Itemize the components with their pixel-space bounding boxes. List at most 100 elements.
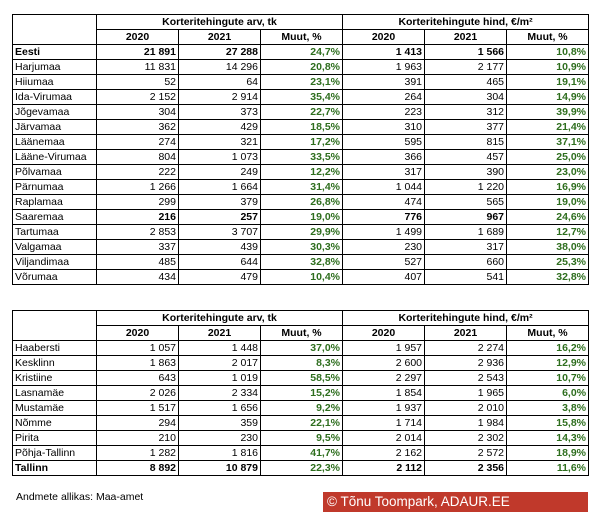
change-cell: 37,1% — [506, 134, 590, 150]
row-label: Raplamaa — [12, 194, 97, 210]
table-row: Kesklinn 1 863 2 017 8,3% 2 600 2 936 12,9% — [12, 355, 590, 371]
value-cell: 439 — [178, 239, 261, 255]
value-cell: 274 — [96, 134, 179, 150]
column-header: Muut, % — [259, 29, 344, 45]
value-cell: 1 963 — [342, 59, 426, 75]
change-cell: 32,8% — [506, 269, 590, 285]
value-cell: 310 — [342, 119, 426, 135]
value-cell: 317 — [424, 239, 508, 255]
value-cell: 27 288 — [178, 44, 261, 60]
value-cell: 804 — [96, 149, 179, 165]
column-header: 2020 — [96, 325, 179, 341]
change-cell: 15,2% — [259, 385, 344, 401]
change-cell: 11,6% — [506, 460, 590, 476]
change-cell: 29,9% — [259, 224, 344, 240]
row-label: Läänemaa — [12, 134, 97, 150]
change-cell: 38,0% — [506, 239, 590, 255]
table-row: Järvamaa 362 429 18,5% 310 377 21,4% — [12, 119, 590, 135]
row-label: Järvamaa — [12, 119, 97, 135]
value-cell: 2 543 — [424, 370, 508, 386]
value-cell: 2 356 — [424, 460, 508, 476]
value-cell: 1 044 — [342, 179, 426, 195]
value-cell: 1 714 — [342, 415, 426, 431]
row-label: Mustamäe — [12, 400, 97, 416]
value-cell: 304 — [96, 104, 179, 120]
value-cell: 373 — [178, 104, 261, 120]
column-header: 2021 — [424, 29, 508, 45]
value-cell: 312 — [424, 104, 508, 120]
value-cell: 474 — [342, 194, 426, 210]
column-header-row: 2020 2021 Muut, % 2020 2021 Muut, % — [13, 29, 590, 45]
table-row: Põhja-Tallinn 1 282 1 816 41,7% 2 162 2 572 18… — [12, 445, 590, 461]
row-label: Põhja-Tallinn — [12, 445, 97, 461]
table-row: Saaremaa 216 257 19,0% 776 967 24,6% — [12, 209, 590, 225]
value-cell: 2 274 — [424, 340, 508, 356]
value-cell: 257 — [178, 209, 261, 225]
change-cell: 6,0% — [506, 385, 590, 401]
value-cell: 1 566 — [424, 44, 508, 60]
table-row: Kristiine 643 1 019 58,5% 2 297 2 543 10,7% — [12, 370, 590, 386]
value-cell: 1 689 — [424, 224, 508, 240]
table-row: Tartumaa 2 853 3 707 29,9% 1 499 1 689 12,7% — [12, 224, 590, 240]
value-cell: 2 010 — [424, 400, 508, 416]
value-cell: 1 863 — [96, 355, 179, 371]
value-cell: 2 334 — [178, 385, 261, 401]
change-cell: 19,0% — [259, 209, 344, 225]
column-header: 2020 — [342, 325, 426, 341]
table-row: Pirita 210 230 9,5% 2 014 2 302 14,3% — [12, 430, 590, 446]
value-cell: 429 — [178, 119, 261, 135]
value-cell: 321 — [178, 134, 261, 150]
value-cell: 1 019 — [178, 370, 261, 386]
value-cell: 1 937 — [342, 400, 426, 416]
value-cell: 391 — [342, 74, 426, 90]
corner-cell — [12, 14, 97, 45]
change-cell: 17,2% — [259, 134, 344, 150]
value-cell: 1 057 — [96, 340, 179, 356]
value-cell: 2 177 — [424, 59, 508, 75]
value-cell: 64 — [178, 74, 261, 90]
change-cell: 58,5% — [259, 370, 344, 386]
value-cell: 1 282 — [96, 445, 179, 461]
table-row: Lasnamäe 2 026 2 334 15,2% 1 854 1 965 6,0% — [12, 385, 590, 401]
change-cell: 12,9% — [506, 355, 590, 371]
change-cell: 14,3% — [506, 430, 590, 446]
column-header: Muut, % — [506, 325, 590, 341]
row-label: Lasnamäe — [12, 385, 97, 401]
value-cell: 434 — [96, 269, 179, 285]
row-label: Harjumaa — [12, 59, 97, 75]
change-cell: 24,7% — [259, 44, 344, 60]
value-cell: 222 — [96, 164, 179, 180]
value-cell: 264 — [342, 89, 426, 105]
value-cell: 407 — [342, 269, 426, 285]
value-cell: 2 017 — [178, 355, 261, 371]
value-cell: 2 014 — [342, 430, 426, 446]
group-header-price: Korteritehingute hind, €/m² — [342, 310, 590, 326]
value-cell: 390 — [424, 164, 508, 180]
column-header: 2021 — [178, 325, 261, 341]
row-label: Võrumaa — [12, 269, 97, 285]
table-row: Läänemaa 274 321 17,2% 595 815 37,1% — [12, 134, 590, 150]
change-cell: 18,9% — [506, 445, 590, 461]
value-cell: 527 — [342, 254, 426, 270]
column-header: 2020 — [96, 29, 179, 45]
change-cell: 19,1% — [506, 74, 590, 90]
change-cell: 18,5% — [259, 119, 344, 135]
value-cell: 379 — [178, 194, 261, 210]
value-cell: 1 448 — [178, 340, 261, 356]
change-cell: 22,3% — [259, 460, 344, 476]
change-cell: 25,0% — [506, 149, 590, 165]
value-cell: 230 — [342, 239, 426, 255]
value-cell: 1 854 — [342, 385, 426, 401]
change-cell: 9,5% — [259, 430, 344, 446]
change-cell: 20,8% — [259, 59, 344, 75]
value-cell: 1 816 — [178, 445, 261, 461]
value-cell: 643 — [96, 370, 179, 386]
value-cell: 10 879 — [178, 460, 261, 476]
value-cell: 457 — [424, 149, 508, 165]
change-cell: 25,3% — [506, 254, 590, 270]
row-label: Tartumaa — [12, 224, 97, 240]
value-cell: 2 600 — [342, 355, 426, 371]
value-cell: 249 — [178, 164, 261, 180]
row-label: Pärnumaa — [12, 179, 97, 195]
value-cell: 1 984 — [424, 415, 508, 431]
